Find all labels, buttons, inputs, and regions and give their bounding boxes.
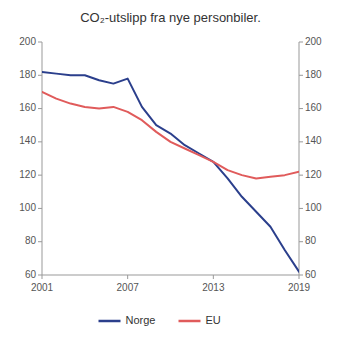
x-tick [42, 275, 43, 279]
x-tick-label: 2007 [117, 282, 140, 293]
title: CO₂-utslipp fra nye personbiler. [80, 10, 261, 25]
y2-tick-label: 200 [305, 36, 322, 47]
series-line [42, 92, 299, 179]
x-tick [299, 275, 300, 279]
y-tick [38, 75, 42, 76]
y2-tick [299, 175, 303, 176]
y-tick [38, 42, 42, 43]
x-tick-label: 2001 [31, 282, 54, 293]
y-tick-label: 200 [19, 36, 36, 47]
plot-area [42, 72, 299, 272]
y-tick [38, 141, 42, 142]
y-tick-label: 80 [25, 235, 37, 246]
legend-swatch [99, 320, 121, 323]
x-tick [127, 275, 128, 279]
y2-tick [299, 208, 303, 209]
y2-tick-label: 140 [305, 135, 322, 146]
y2-tick [299, 108, 303, 109]
y-tick [38, 208, 42, 209]
chart-container: CO₂-utslipp fra nye personbiler. 60 80 100 1… [0, 0, 341, 341]
legend-label: EU [206, 314, 221, 326]
y-tick-label: 60 [25, 269, 37, 280]
y2-tick-label: 80 [305, 235, 317, 246]
y2-tick-label: 160 [305, 102, 322, 113]
y2-tick [299, 241, 303, 242]
y-tick-label: 180 [19, 69, 36, 80]
legend-swatch [179, 320, 201, 323]
y2-tick [299, 275, 303, 276]
y-tick [38, 108, 42, 109]
y-tick [38, 175, 42, 176]
x-tick-label: 2019 [288, 282, 311, 293]
y-axis-line [42, 42, 43, 275]
legend-label: Norge [126, 314, 156, 326]
y-tick [38, 241, 42, 242]
chart-svg: CO₂-utslipp fra nye personbiler. 60 80 100 1… [0, 0, 341, 341]
y-tick-label: 160 [19, 102, 36, 113]
x-tick-label: 2013 [202, 282, 225, 293]
y-tick-label: 100 [19, 202, 36, 213]
y2-tick-label: 120 [305, 169, 322, 180]
y2-axis-line [299, 42, 300, 275]
y2-tick-label: 180 [305, 69, 322, 80]
x-axis-line [42, 275, 299, 276]
x-tick [213, 275, 214, 279]
y2-tick-label: 60 [305, 269, 317, 280]
y-tick-label: 120 [19, 169, 36, 180]
y2-tick [299, 75, 303, 76]
series-line [42, 72, 299, 272]
y2-tick [299, 42, 303, 43]
y-tick [38, 275, 42, 276]
y-tick-label: 140 [19, 135, 36, 146]
y2-tick [299, 141, 303, 142]
y2-tick-label: 100 [305, 202, 322, 213]
